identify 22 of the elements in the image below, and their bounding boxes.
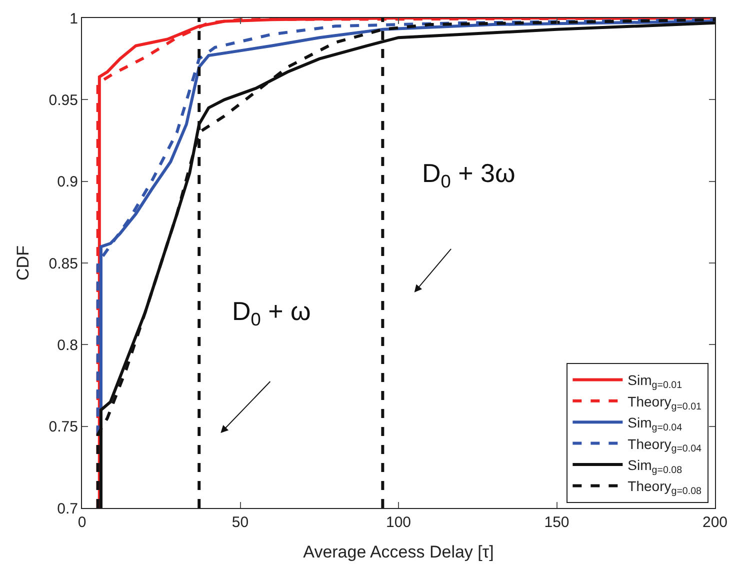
x-tick-label: 100 (386, 514, 412, 531)
x-axis-title: Average Access Delay [τ] (303, 542, 494, 562)
annotation: D$_{0}$ + 3ω (422, 158, 516, 192)
y-tick-label: 0.75 (48, 418, 78, 436)
y-tick-label: 0.8 (57, 336, 78, 354)
legend-label: Sim$_{g=0.01}$ (628, 372, 682, 392)
annotation: D$_{0}$ + ω (232, 296, 311, 330)
y-axis-title: CDF (13, 246, 32, 280)
y-tick-label: 0.9 (57, 174, 78, 191)
x-tick-label: 200 (702, 514, 728, 531)
legend-label: Theory$_{g=0.01}$ (628, 393, 702, 412)
y-tick-label: 0.95 (48, 92, 78, 109)
legend-label: Theory$_{g=0.08}$ (628, 478, 702, 498)
legend-label: Sim$_{g=0.08}$ (628, 456, 683, 476)
x-tick-label: 50 (232, 514, 249, 531)
x-tick-label: 150 (544, 514, 570, 531)
legend-label: Theory$_{g=0.04}$ (628, 436, 702, 455)
legend-label: Sim$_{g=0.04}$ (628, 414, 683, 434)
y-tick-label: 0.85 (48, 255, 78, 272)
x-tick-label: 0 (78, 514, 86, 531)
y-tick-label: 1 (70, 10, 78, 28)
y-tick-label: 0.7 (57, 500, 78, 518)
